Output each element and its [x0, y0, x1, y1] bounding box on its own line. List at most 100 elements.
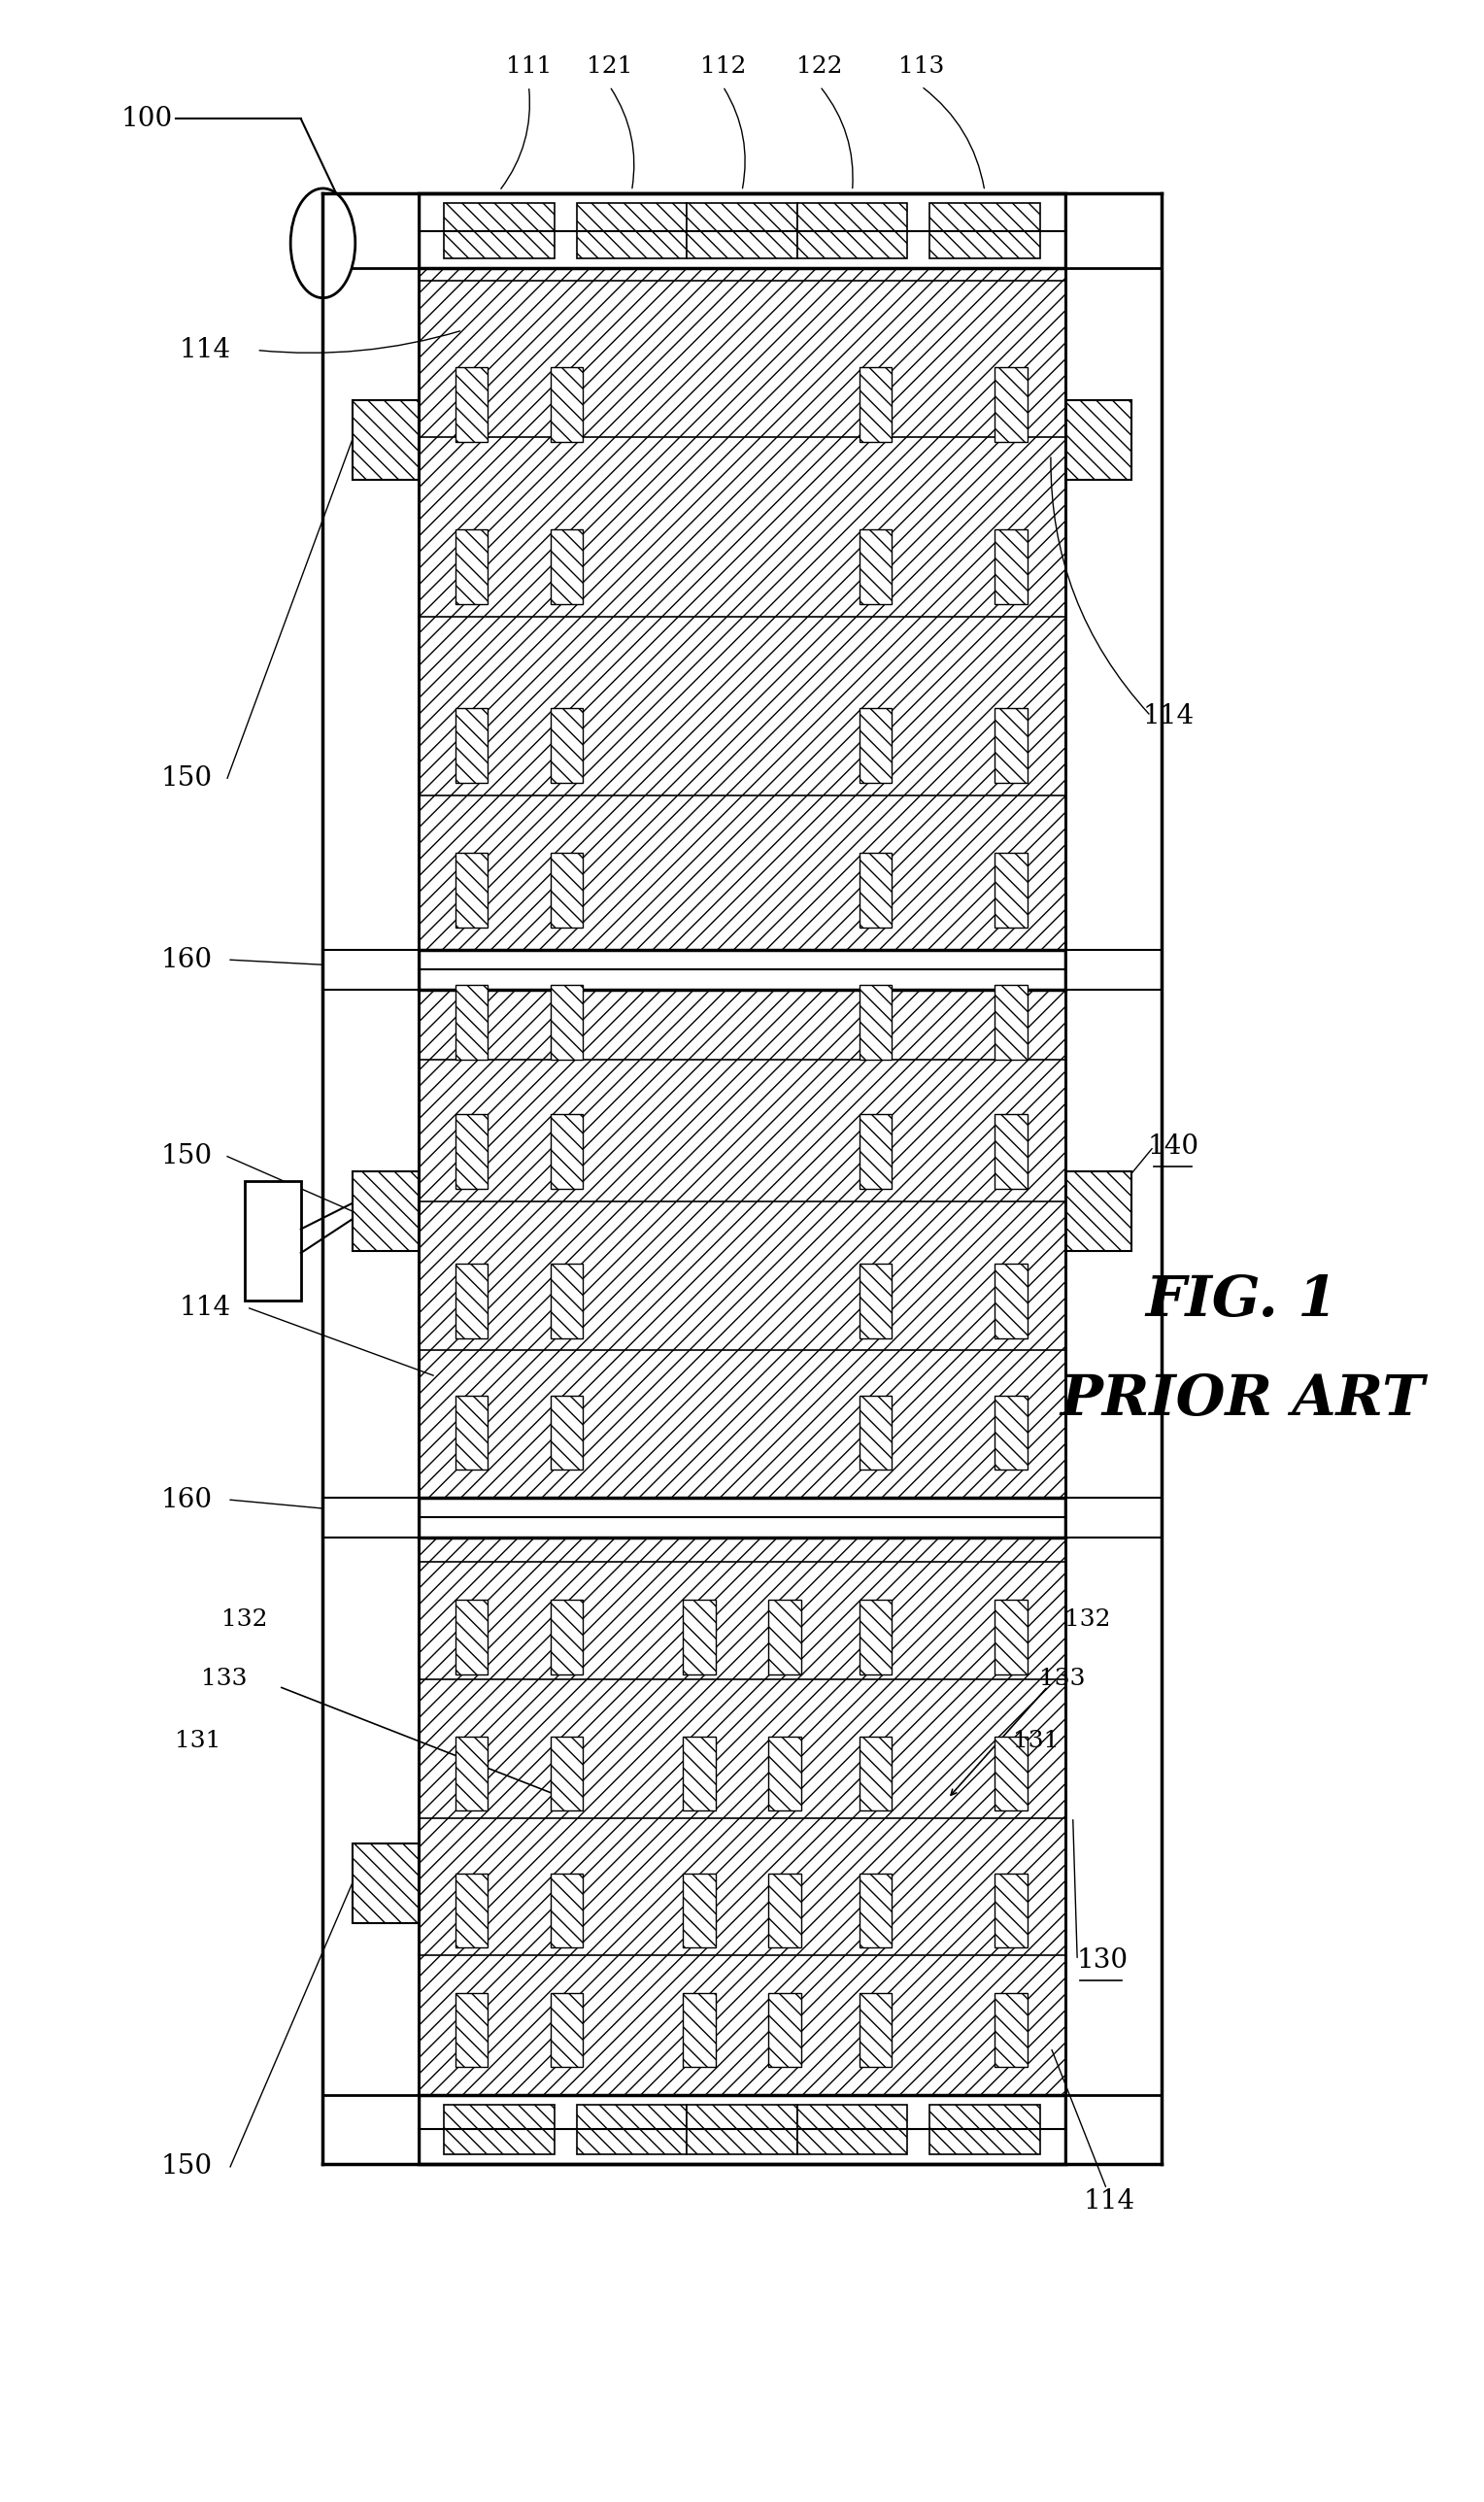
- Text: 122: 122: [797, 55, 843, 78]
- Bar: [352, 1844, 418, 1924]
- Bar: [994, 708, 1027, 783]
- Bar: [418, 951, 1066, 991]
- Bar: [797, 203, 907, 258]
- Bar: [859, 368, 892, 443]
- Bar: [456, 1736, 488, 1811]
- Bar: [456, 708, 488, 783]
- Bar: [859, 1736, 892, 1811]
- Text: 132: 132: [223, 1609, 269, 1631]
- Bar: [687, 2104, 797, 2154]
- Bar: [994, 1264, 1027, 1339]
- Bar: [683, 1736, 715, 1811]
- Text: 133: 133: [202, 1669, 248, 1691]
- Bar: [551, 1113, 583, 1188]
- Bar: [324, 1496, 418, 1536]
- Bar: [551, 368, 583, 443]
- Bar: [551, 1736, 583, 1811]
- Bar: [859, 1992, 892, 2067]
- Bar: [456, 1874, 488, 1947]
- Bar: [456, 1599, 488, 1674]
- Bar: [577, 2104, 687, 2154]
- Bar: [929, 203, 1040, 258]
- Bar: [418, 268, 1066, 953]
- Bar: [1066, 951, 1160, 991]
- Text: 121: 121: [586, 55, 632, 78]
- Bar: [551, 853, 583, 928]
- Text: 133: 133: [1039, 1669, 1086, 1691]
- Text: 114: 114: [180, 1296, 232, 1321]
- Bar: [418, 2094, 1066, 2164]
- Text: 160: 160: [160, 946, 212, 973]
- Bar: [551, 1396, 583, 1471]
- Bar: [456, 530, 488, 603]
- Bar: [994, 1736, 1027, 1811]
- Bar: [769, 1736, 801, 1811]
- Bar: [551, 1874, 583, 1947]
- Text: 150: 150: [160, 2154, 212, 2179]
- Bar: [994, 1113, 1027, 1188]
- Bar: [551, 1992, 583, 2067]
- Bar: [418, 1496, 1066, 1536]
- Text: 114: 114: [1143, 703, 1195, 728]
- Bar: [456, 1264, 488, 1339]
- Bar: [551, 1264, 583, 1339]
- Bar: [456, 1113, 488, 1188]
- Text: 132: 132: [1064, 1609, 1110, 1631]
- Bar: [551, 1599, 583, 1674]
- Bar: [1066, 400, 1132, 480]
- Bar: [418, 991, 1066, 1499]
- Bar: [456, 853, 488, 928]
- Bar: [324, 2094, 418, 2164]
- Bar: [324, 193, 418, 268]
- Text: 150: 150: [160, 1143, 212, 1168]
- Bar: [797, 2104, 907, 2154]
- Bar: [245, 1181, 301, 1301]
- Bar: [859, 1264, 892, 1339]
- Text: 160: 160: [160, 1486, 212, 1514]
- Bar: [683, 1992, 715, 2067]
- Text: 130: 130: [1076, 1947, 1128, 1974]
- Text: 131: 131: [175, 1729, 221, 1751]
- Bar: [859, 530, 892, 603]
- Text: 150: 150: [160, 766, 212, 791]
- Bar: [994, 986, 1027, 1058]
- Bar: [683, 1874, 715, 1947]
- Bar: [444, 203, 555, 258]
- Bar: [769, 1874, 801, 1947]
- Bar: [859, 986, 892, 1058]
- Bar: [769, 1599, 801, 1674]
- Bar: [324, 951, 418, 991]
- Bar: [1066, 1496, 1160, 1536]
- Bar: [859, 1599, 892, 1674]
- Bar: [456, 1396, 488, 1471]
- Bar: [994, 368, 1027, 443]
- Text: 131: 131: [1014, 1729, 1060, 1751]
- Text: 111: 111: [506, 55, 552, 78]
- Bar: [352, 1171, 418, 1251]
- Bar: [859, 1874, 892, 1947]
- Bar: [859, 853, 892, 928]
- Text: PRIOR ART: PRIOR ART: [1060, 1374, 1425, 1429]
- Bar: [929, 2104, 1040, 2154]
- Bar: [456, 368, 488, 443]
- Bar: [418, 193, 1066, 268]
- Bar: [687, 203, 797, 258]
- Bar: [683, 1599, 715, 1674]
- Bar: [859, 1396, 892, 1471]
- Text: 100: 100: [120, 105, 172, 133]
- Bar: [1066, 1171, 1132, 1251]
- Bar: [551, 986, 583, 1058]
- Bar: [859, 1113, 892, 1188]
- Bar: [456, 986, 488, 1058]
- Bar: [418, 1536, 1066, 2097]
- Bar: [994, 1874, 1027, 1947]
- Text: 113: 113: [898, 55, 944, 78]
- Bar: [551, 708, 583, 783]
- Bar: [994, 1599, 1027, 1674]
- Text: FIG. 1: FIG. 1: [1146, 1274, 1339, 1329]
- Text: 114: 114: [180, 338, 232, 363]
- Bar: [1066, 2094, 1160, 2164]
- Bar: [859, 708, 892, 783]
- Bar: [994, 530, 1027, 603]
- Bar: [994, 1396, 1027, 1471]
